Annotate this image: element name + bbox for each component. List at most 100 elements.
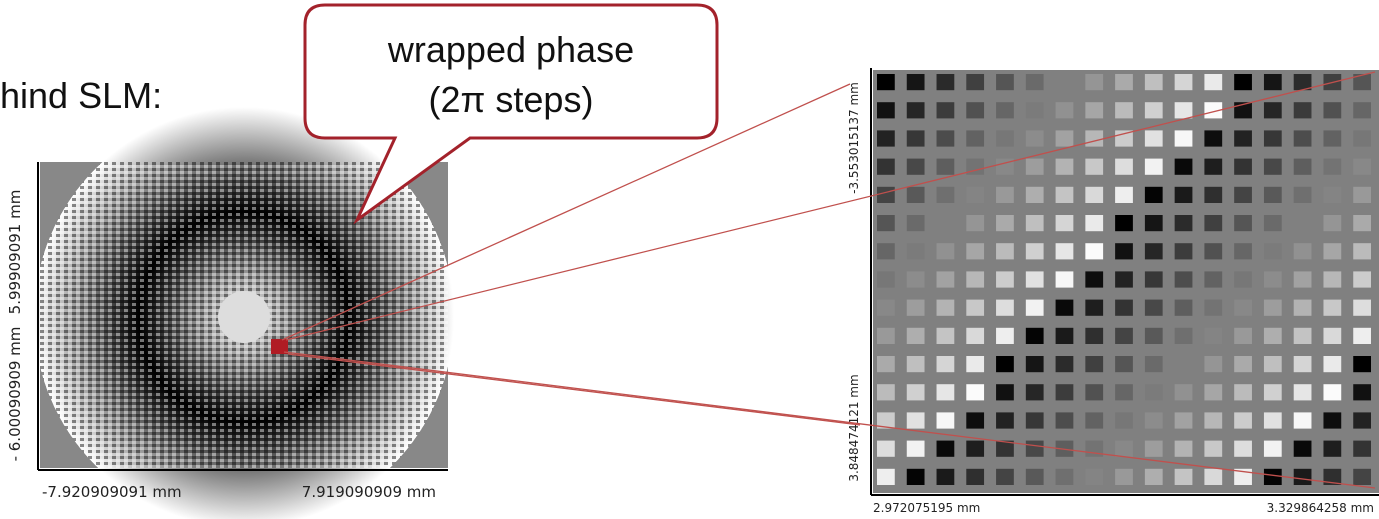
pixel xyxy=(907,300,925,316)
pixel xyxy=(966,187,984,203)
pixel xyxy=(1115,215,1133,231)
pixel xyxy=(996,271,1014,287)
pixel xyxy=(966,328,984,344)
callout-line2: (2π steps) xyxy=(429,79,594,120)
pixel xyxy=(1204,441,1222,457)
pixel xyxy=(1264,130,1282,146)
pixel xyxy=(907,271,925,287)
pixel xyxy=(877,215,895,231)
pixel xyxy=(966,469,984,485)
pixel xyxy=(1294,187,1312,203)
pixel xyxy=(907,243,925,259)
pixel xyxy=(907,328,925,344)
pixel xyxy=(1204,187,1222,203)
pixel xyxy=(1294,356,1312,372)
pixel xyxy=(1323,412,1341,428)
pixel xyxy=(937,102,955,118)
pixel xyxy=(1145,130,1163,146)
pixel xyxy=(1234,384,1252,400)
pixel xyxy=(1264,412,1282,428)
pixel xyxy=(1204,215,1222,231)
pixel xyxy=(1175,441,1193,457)
pixel xyxy=(1056,469,1074,485)
pixel xyxy=(966,130,984,146)
zoom-y-top-label: -3.553015137 mm xyxy=(847,82,861,194)
pixel xyxy=(1204,271,1222,287)
pixel xyxy=(1175,271,1193,287)
pixel xyxy=(1115,74,1133,90)
pixel xyxy=(1353,300,1371,316)
pixel xyxy=(1264,159,1282,175)
pixel xyxy=(907,441,925,457)
pixel xyxy=(966,384,984,400)
pixel xyxy=(1115,159,1133,175)
pixel xyxy=(1175,328,1193,344)
pixel xyxy=(996,74,1014,90)
pixel xyxy=(1026,271,1044,287)
pixel xyxy=(1085,159,1103,175)
pixel xyxy=(1115,469,1133,485)
pixel xyxy=(1115,243,1133,259)
pixel xyxy=(1175,300,1193,316)
pixel xyxy=(937,215,955,231)
pixel xyxy=(1145,412,1163,428)
pixel xyxy=(1264,215,1282,231)
pixel xyxy=(1026,187,1044,203)
pixel xyxy=(996,187,1014,203)
pixel xyxy=(1056,130,1074,146)
pixel xyxy=(996,130,1014,146)
pixel xyxy=(1175,469,1193,485)
pixel xyxy=(1323,243,1341,259)
pixel xyxy=(1026,74,1044,90)
pixel xyxy=(877,243,895,259)
pixel xyxy=(1145,74,1163,90)
pixel xyxy=(1175,412,1193,428)
pixel xyxy=(1026,215,1044,231)
pixel xyxy=(1056,300,1074,316)
pixel xyxy=(1353,159,1371,175)
pixel xyxy=(907,469,925,485)
pixel xyxy=(1085,243,1103,259)
pixel xyxy=(1204,74,1222,90)
pixel xyxy=(1056,102,1074,118)
x-left-label: -7.920909091 mm xyxy=(42,483,182,501)
pixel xyxy=(1026,384,1044,400)
pixel xyxy=(996,328,1014,344)
pixel xyxy=(1145,441,1163,457)
pixel xyxy=(966,300,984,316)
pixel xyxy=(907,187,925,203)
pixel xyxy=(1056,215,1074,231)
pixel xyxy=(1115,384,1133,400)
pixel xyxy=(1264,300,1282,316)
pixel xyxy=(1323,441,1341,457)
pixel xyxy=(1056,356,1074,372)
pixel xyxy=(1264,328,1282,344)
y-top-label: 5.99909091 mm xyxy=(6,190,24,315)
pixel xyxy=(1056,271,1074,287)
zoom-y-bottom-label: 3.848474121 mm xyxy=(847,374,861,481)
pixel xyxy=(1115,412,1133,428)
pixel xyxy=(1115,356,1133,372)
pixel xyxy=(1323,130,1341,146)
pixel xyxy=(937,441,955,457)
pixel xyxy=(907,215,925,231)
pixel xyxy=(966,74,984,90)
pixel xyxy=(1175,356,1193,372)
pixel xyxy=(1204,328,1222,344)
pixel xyxy=(1085,271,1103,287)
slide-text: hind SLM: xyxy=(0,75,162,116)
pixel xyxy=(996,384,1014,400)
pixel xyxy=(1294,215,1312,231)
pixel xyxy=(1115,328,1133,344)
pixel xyxy=(1323,102,1341,118)
pixel xyxy=(1264,384,1282,400)
pixel xyxy=(996,469,1014,485)
pixel xyxy=(1026,243,1044,259)
pixel xyxy=(907,102,925,118)
pixel xyxy=(877,271,895,287)
pixel xyxy=(907,159,925,175)
x-right-label: 7.919090909 mm xyxy=(302,483,436,501)
pixel xyxy=(877,74,895,90)
pixel xyxy=(1294,271,1312,287)
pixel xyxy=(1323,328,1341,344)
